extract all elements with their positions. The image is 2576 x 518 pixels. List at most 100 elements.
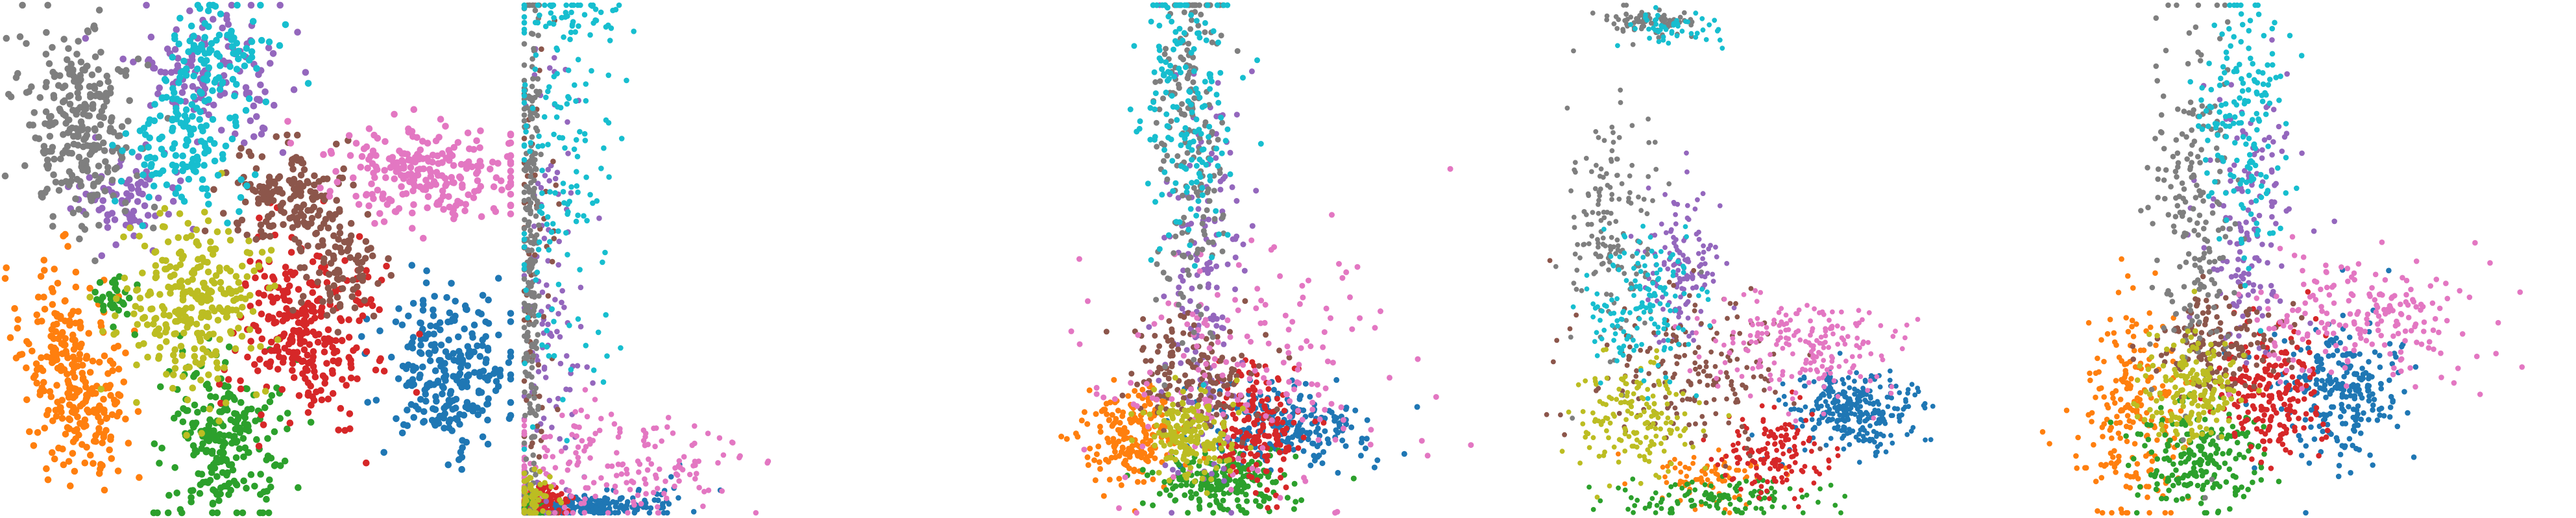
data-point <box>1253 188 1259 194</box>
data-point <box>128 212 136 220</box>
data-point <box>474 177 481 184</box>
data-point <box>554 328 560 335</box>
data-point <box>527 148 533 154</box>
data-point <box>529 56 535 62</box>
data-point <box>119 154 126 162</box>
data-point <box>245 449 252 456</box>
data-point <box>531 186 537 191</box>
data-point <box>1217 358 1224 364</box>
data-point <box>571 146 577 153</box>
data-point <box>45 114 53 121</box>
data-point <box>533 277 539 283</box>
data-point <box>528 240 534 245</box>
data-point <box>217 92 224 99</box>
data-point <box>542 375 549 380</box>
data-point <box>528 200 534 206</box>
data-point <box>60 461 67 469</box>
data-point <box>175 184 182 191</box>
data-point <box>354 375 361 382</box>
data-point <box>212 393 219 401</box>
data-point <box>210 186 217 193</box>
data-point <box>203 56 210 64</box>
data-point <box>211 140 218 147</box>
data-point <box>195 256 202 263</box>
data-point <box>525 354 531 360</box>
data-point <box>521 487 528 493</box>
data-point <box>549 258 555 265</box>
data-point <box>251 482 258 490</box>
data-point <box>1331 413 1337 420</box>
data-point <box>1148 449 1155 456</box>
data-point <box>1240 241 1246 247</box>
data-point <box>668 474 674 480</box>
data-point <box>250 102 258 110</box>
data-point <box>228 36 236 43</box>
data-point <box>40 143 48 150</box>
data-point <box>193 105 200 112</box>
data-point <box>1220 325 1226 332</box>
data-point <box>566 487 572 494</box>
data-point <box>191 401 199 409</box>
data-point <box>417 396 424 403</box>
data-point <box>1274 375 1281 381</box>
data-point <box>533 385 539 391</box>
data-point <box>523 456 529 462</box>
scatter-panel-2 <box>519 0 1032 518</box>
data-point <box>529 440 535 446</box>
data-point <box>371 174 378 181</box>
data-point <box>121 275 128 282</box>
data-point <box>358 153 366 160</box>
data-point <box>49 301 56 308</box>
data-point <box>618 136 625 142</box>
data-point <box>50 171 57 179</box>
data-point <box>264 435 271 442</box>
data-point <box>1309 440 1316 447</box>
data-point <box>219 443 226 450</box>
data-point <box>282 21 289 29</box>
data-point <box>566 323 572 328</box>
data-point <box>109 147 116 155</box>
data-point <box>389 154 396 161</box>
data-point <box>271 462 278 469</box>
data-point <box>188 290 196 297</box>
data-point <box>196 489 204 497</box>
data-point <box>448 153 456 160</box>
data-point <box>151 117 158 125</box>
data-point <box>1119 392 1126 399</box>
data-point <box>459 184 466 191</box>
data-point <box>329 216 336 223</box>
data-point <box>583 174 589 180</box>
data-point <box>555 262 561 268</box>
data-point <box>120 233 127 241</box>
data-point <box>304 351 311 359</box>
data-point <box>439 187 446 195</box>
data-point <box>91 53 99 60</box>
data-point <box>350 181 357 189</box>
data-point <box>1197 498 1203 504</box>
data-point <box>284 131 291 139</box>
data-point <box>271 101 278 109</box>
data-point <box>1306 431 1312 438</box>
data-point <box>226 114 234 122</box>
data-point <box>631 499 637 505</box>
data-point <box>49 449 56 456</box>
data-point <box>310 348 317 355</box>
data-point <box>107 433 115 441</box>
data-point <box>1233 233 1240 240</box>
data-point <box>559 448 565 454</box>
data-point <box>1221 478 1227 484</box>
data-point <box>581 510 588 516</box>
data-point <box>25 88 32 95</box>
data-point <box>424 193 432 201</box>
data-point <box>1141 402 1148 409</box>
data-point <box>55 187 63 194</box>
data-point <box>53 313 61 320</box>
data-point <box>255 299 263 307</box>
data-point <box>204 217 212 225</box>
data-point <box>229 466 237 474</box>
data-point <box>261 404 269 412</box>
data-point <box>1286 354 1293 361</box>
data-point <box>1175 469 1182 476</box>
data-point <box>521 446 528 452</box>
data-point <box>89 357 97 365</box>
